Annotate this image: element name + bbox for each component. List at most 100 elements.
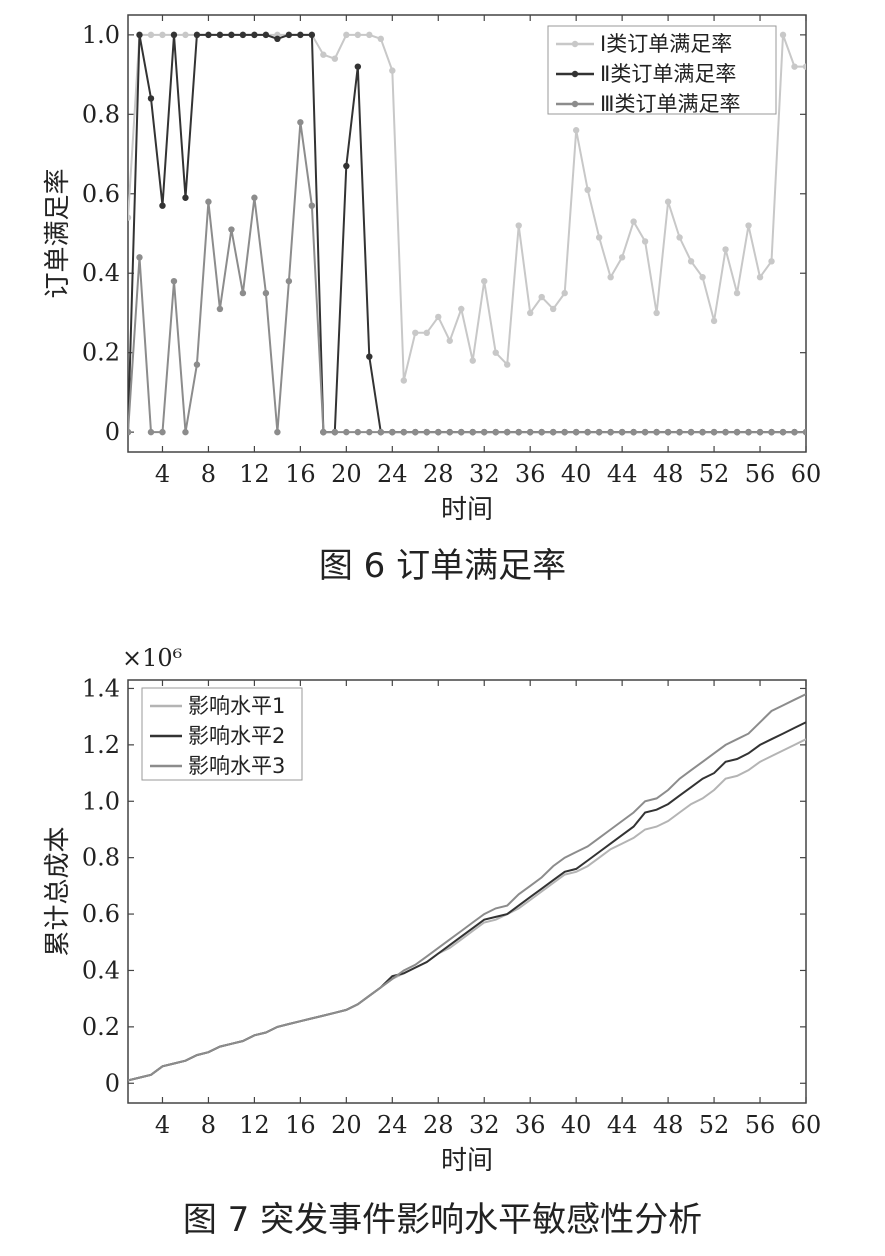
series-1-point	[561, 289, 568, 297]
axis-multiplier-label: ×10⁶	[122, 644, 182, 672]
series-3-point	[320, 428, 327, 436]
legend-label: 影响水平1	[188, 694, 285, 718]
y-tick-label: 0	[105, 418, 120, 446]
y-tick-label: 1.0	[82, 787, 120, 815]
x-tick-label: 36	[515, 1111, 546, 1139]
y-tick-label: 0.2	[82, 1013, 120, 1041]
series-1-point	[802, 63, 806, 70]
series-1-point	[515, 222, 522, 229]
series-1-point	[159, 31, 166, 39]
series-2-point	[308, 31, 316, 39]
series-2-point	[228, 31, 235, 39]
series-2-point	[285, 31, 293, 39]
y-tick-label: 0.6	[82, 900, 120, 928]
series-3-point	[343, 428, 350, 436]
series-1-point	[446, 337, 453, 344]
series-2-point	[262, 31, 270, 39]
series-3-point	[549, 428, 557, 436]
series-3-point	[262, 289, 270, 297]
y-tick-label: 1.4	[82, 674, 120, 702]
series-1-point	[366, 31, 373, 39]
legend-label: 影响水平2	[188, 724, 285, 748]
series-2-point	[147, 95, 155, 102]
series-3-point	[791, 428, 798, 436]
series-1-point	[435, 313, 442, 321]
figure-order-fulfillment: 4 8 12 16 20 24 28 32 36 40 44 48 52 56 60 0 0.2 0.4 0.6 0.…	[0, 0, 885, 600]
series-2-point	[297, 31, 304, 39]
series-1-point	[722, 246, 729, 253]
x-tick-label: 28	[423, 1111, 454, 1139]
x-tick-label: 28	[423, 460, 454, 488]
x-tick-label: 60	[791, 1111, 822, 1139]
series-3-point	[170, 277, 178, 285]
series-3-point	[641, 428, 649, 436]
series-2-point	[354, 63, 362, 70]
series-3-point	[584, 428, 591, 436]
x-tick-label: 8	[201, 1111, 216, 1139]
series-1-point	[377, 35, 385, 43]
legend-label: Ⅲ类订单满足率	[600, 92, 740, 116]
legend-marker	[571, 40, 579, 48]
x-tick-label: 60	[791, 460, 822, 488]
series-line-1	[128, 738, 806, 1082]
series-3-point	[538, 428, 545, 436]
series-2-point	[366, 353, 373, 360]
series-3-point	[756, 428, 764, 436]
legend-label: Ⅱ类订单满足率	[600, 62, 736, 86]
series-1-point	[469, 357, 476, 364]
series-3-point	[228, 226, 235, 233]
series-3-point	[308, 202, 316, 209]
series-1-point	[779, 31, 787, 39]
series-3-point	[469, 428, 476, 436]
y-tick-label: 0.6	[82, 180, 120, 208]
series-line-3	[128, 693, 806, 1082]
legend-box	[141, 687, 303, 781]
series-1-point	[423, 329, 430, 337]
x-tick-label: 44	[607, 1111, 638, 1139]
y-tick-label: 0.2	[82, 339, 120, 367]
series-group	[128, 693, 806, 1082]
series-1-point	[481, 277, 488, 285]
series-3-point	[128, 428, 132, 436]
y-axis-title: 订单满足率	[43, 168, 73, 298]
series-3-point	[331, 428, 339, 436]
series-2-point	[251, 31, 258, 39]
series-1-point	[458, 305, 465, 313]
series-1-point	[676, 234, 683, 241]
series-3-point	[653, 428, 660, 436]
series-3-point	[492, 428, 499, 436]
x-tick-label: 4	[155, 460, 170, 488]
series-3-point	[205, 198, 212, 205]
series-1-point	[641, 238, 649, 245]
series-1-point	[618, 254, 626, 261]
x-tick-label: 8	[201, 460, 216, 488]
series-2-point	[182, 194, 189, 201]
series-3-point	[722, 428, 729, 436]
x-axis-title: 时间	[441, 1146, 493, 1176]
series-1-point	[527, 309, 534, 317]
cumulative-cost-chart: 4 8 12 16 20 24 28 32 36 40 44 48 52 56 6000.20.40.60.…	[43, 644, 822, 1176]
series-2-point	[216, 31, 224, 39]
y-tick-label: 0.8	[82, 844, 120, 872]
series-2-point	[170, 31, 178, 39]
series-3-point	[630, 428, 637, 436]
x-tick-label: 56	[745, 1111, 776, 1139]
series-1-point	[768, 258, 775, 265]
series-1-point	[791, 63, 798, 70]
x-tick-label: 52	[699, 460, 730, 488]
y-tick-label: 1.0	[82, 21, 120, 49]
series-3-point	[572, 428, 580, 436]
series-group	[128, 31, 806, 436]
series-1-point	[128, 214, 132, 221]
series-3-point	[377, 428, 385, 436]
series-2-point	[193, 31, 201, 39]
y-tick-label: 0.8	[82, 100, 120, 128]
x-tick-label: 20	[331, 1111, 362, 1139]
series-3-point	[366, 428, 373, 436]
series-3-point	[147, 428, 155, 436]
x-tick-label: 52	[699, 1111, 730, 1139]
series-1-point	[756, 274, 764, 281]
series-3-point	[182, 428, 189, 436]
series-3-point	[423, 428, 430, 436]
x-tick-label: 32	[469, 460, 500, 488]
